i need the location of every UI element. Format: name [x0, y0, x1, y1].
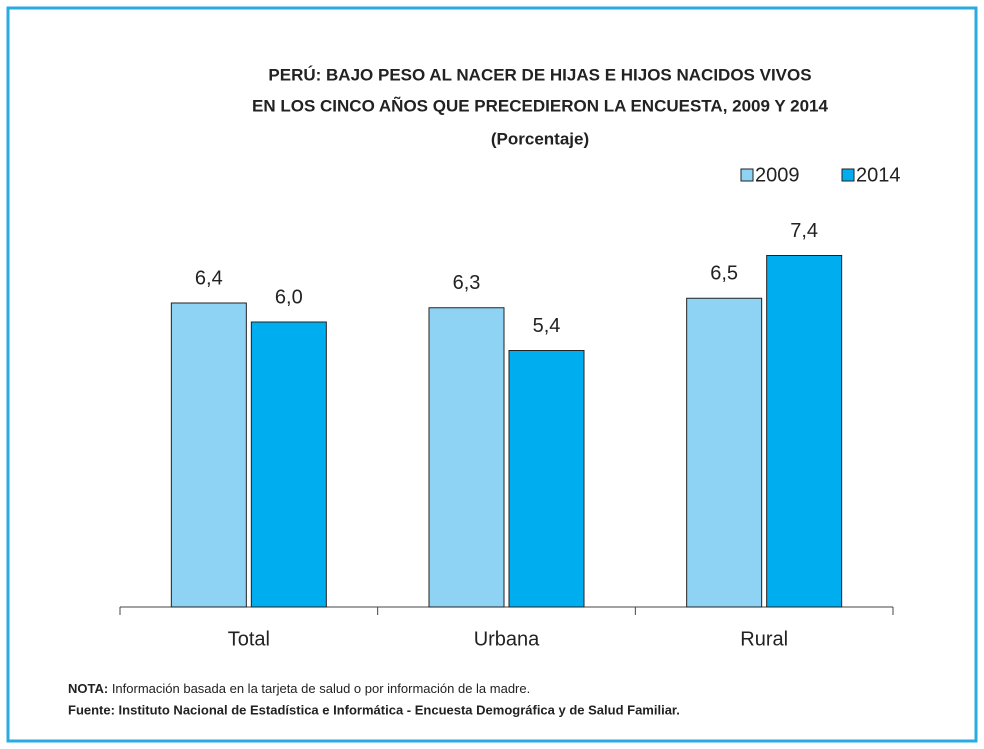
x-tick-label: Rural	[740, 628, 788, 650]
chart-title: EN LOS CINCO AÑOS QUE PRECEDIERON LA ENC…	[252, 95, 828, 115]
note-label: NOTA:	[68, 681, 108, 696]
value-label: 6,0	[275, 286, 303, 308]
x-tick-label: Urbana	[474, 628, 540, 650]
chart-subtitle: (Porcentaje)	[491, 129, 589, 148]
legend-label: 2009	[755, 164, 800, 186]
chart-title: PERÚ: BAJO PESO AL NACER DE HIJAS E HIJO…	[268, 65, 811, 84]
bar	[428, 307, 505, 608]
bar	[170, 302, 247, 608]
legend-swatch	[740, 168, 754, 182]
bar	[508, 350, 585, 608]
legend-label: 2014	[856, 164, 901, 186]
value-label: 5,4	[533, 315, 561, 337]
bar	[766, 255, 843, 608]
value-label: 6,5	[710, 263, 738, 285]
legend-swatch	[841, 168, 855, 182]
bar	[686, 297, 763, 608]
x-tick-label: Total	[228, 628, 270, 650]
value-label: 7,4	[790, 220, 818, 242]
value-label: 6,4	[195, 267, 223, 289]
value-label: 6,3	[453, 272, 481, 294]
note: NOTA: Información basada en la tarjeta d…	[68, 681, 530, 696]
note-text: Información basada en la tarjeta de salu…	[108, 681, 530, 696]
bar	[250, 321, 327, 608]
source: Fuente: Instituto Nacional de Estadístic…	[68, 702, 680, 717]
